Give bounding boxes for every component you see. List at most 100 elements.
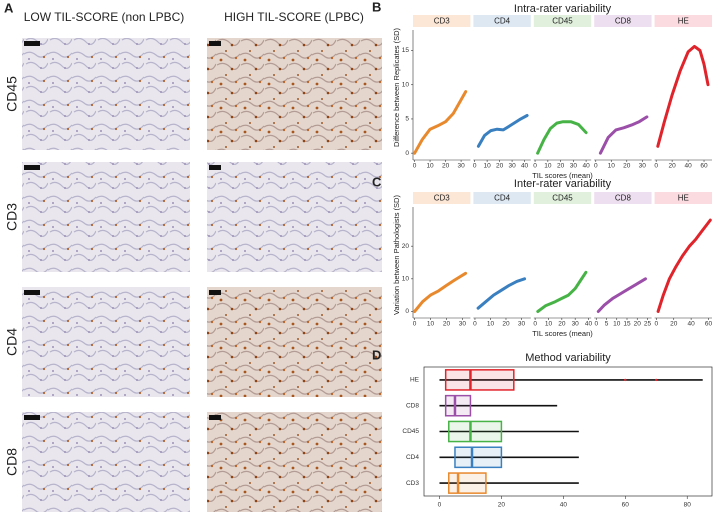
panel-letter: A: [4, 0, 14, 15]
facet-label: CD45: [552, 194, 573, 203]
scale-bar: [24, 415, 40, 420]
facet-strip: [533, 15, 592, 27]
x-tick-label: 20: [496, 163, 504, 170]
outlier: [655, 378, 658, 382]
panel-letter: C: [372, 174, 382, 189]
scale-bar: [24, 165, 40, 170]
scale-bar: [24, 290, 40, 295]
x-tick-label: 40: [560, 502, 568, 509]
x-tick-label: 0: [413, 163, 417, 170]
x-tick-label: 40: [684, 163, 692, 170]
column-header: LOW TIL-SCORE (non LPBC): [24, 10, 185, 24]
scale-bar: [209, 415, 221, 420]
x-tick-label: 20: [634, 321, 642, 328]
facet-label: CD3: [434, 194, 451, 203]
x-tick-label: 0: [473, 321, 477, 328]
trend-line: [536, 270, 588, 313]
x-tick-label: 20: [442, 163, 450, 170]
category-label: HE: [410, 377, 420, 384]
y-tick-label: 0: [405, 150, 409, 157]
panel-title: Inter-rater variability: [514, 178, 612, 190]
x-axis-label: TIL scores (mean): [532, 329, 593, 338]
x-tick-label: 25: [644, 321, 652, 328]
facet-strip: [594, 15, 652, 27]
histology-image: [22, 162, 190, 272]
x-tick-label: 0: [473, 163, 477, 170]
facet-strip: [594, 192, 652, 204]
panel-letter: B: [372, 0, 381, 14]
trend-line: [536, 120, 588, 155]
scale-bar: [209, 165, 221, 170]
histology-image: [207, 287, 382, 397]
facet-label: HE: [678, 17, 689, 26]
histology-image: [22, 38, 190, 150]
x-tick-label: 20: [557, 163, 565, 170]
x-tick-label: 10: [484, 163, 492, 170]
y-tick-label: 5: [405, 116, 409, 123]
scale-bar: [209, 290, 221, 295]
x-tick-label: 0: [438, 502, 442, 509]
facet-label: CD4: [494, 194, 511, 203]
facet-strip: [413, 192, 471, 204]
y-axis-label: Variation between Pathologists (SD): [392, 195, 401, 315]
y-tick-label: 10: [402, 81, 410, 88]
x-axis-label: TIL scores (mean): [532, 171, 593, 180]
x-tick-label: 10: [487, 321, 495, 328]
facet-label: CD8: [615, 17, 632, 26]
x-tick-label: 20: [502, 321, 510, 328]
histology-image: [207, 162, 382, 272]
trend-line: [413, 271, 468, 313]
x-tick-label: 60: [622, 502, 630, 509]
trend-line: [476, 114, 529, 148]
facet-strip: [654, 15, 712, 27]
panel-title: Method variability: [525, 352, 611, 364]
x-tick-label: 60: [705, 321, 713, 328]
x-tick-label: 60: [700, 163, 708, 170]
x-tick-label: 40: [521, 163, 529, 170]
x-tick-label: 0: [533, 163, 537, 170]
x-tick-label: 20: [670, 321, 678, 328]
scale-bar: [209, 41, 221, 46]
image-grid: [22, 38, 382, 512]
plot-frame: [423, 366, 713, 497]
trend-line: [656, 44, 710, 148]
facet-label: CD8: [615, 194, 632, 203]
box: [448, 420, 503, 443]
category-label: CD8: [406, 402, 419, 409]
x-tick-label: 30: [457, 163, 465, 170]
scale-bar: [24, 41, 40, 46]
facet-label: HE: [678, 194, 689, 203]
trend-line: [413, 90, 468, 155]
row-header: CD8: [4, 448, 20, 476]
x-tick-label: 15: [623, 321, 631, 328]
category-label: CD4: [406, 454, 419, 461]
x-tick-label: 0: [533, 321, 537, 328]
x-tick-label: 20: [498, 502, 506, 509]
x-tick-label: 20: [558, 321, 566, 328]
x-tick-label: 10: [545, 321, 553, 328]
facet-strip: [473, 192, 531, 204]
x-tick-label: 10: [544, 163, 552, 170]
histology-image: [22, 287, 190, 397]
x-tick-label: 5: [605, 321, 609, 328]
facet-strip: [413, 15, 471, 27]
y-tick-label: 0: [405, 308, 409, 315]
x-tick-label: 30: [572, 321, 580, 328]
box: [454, 446, 503, 469]
x-tick-label: 40: [688, 321, 696, 328]
box: [448, 472, 487, 494]
facet-strip: [654, 192, 712, 204]
category-label: CD3: [406, 480, 419, 487]
histology-image: [22, 412, 190, 512]
histology-image: [207, 412, 382, 512]
y-axis-label: Difference between Replicates (SD): [392, 27, 401, 147]
x-tick-label: 30: [570, 163, 578, 170]
facet-label: CD4: [494, 17, 511, 26]
panel-letter: D: [372, 347, 381, 362]
x-tick-label: 40: [582, 163, 590, 170]
facet-strip: [533, 192, 592, 204]
row-header: CD3: [4, 203, 20, 231]
x-tick-label: 10: [613, 321, 621, 328]
x-tick-label: 0: [594, 163, 598, 170]
column-header: HIGH TIL-SCORE (LPBC): [224, 10, 364, 24]
